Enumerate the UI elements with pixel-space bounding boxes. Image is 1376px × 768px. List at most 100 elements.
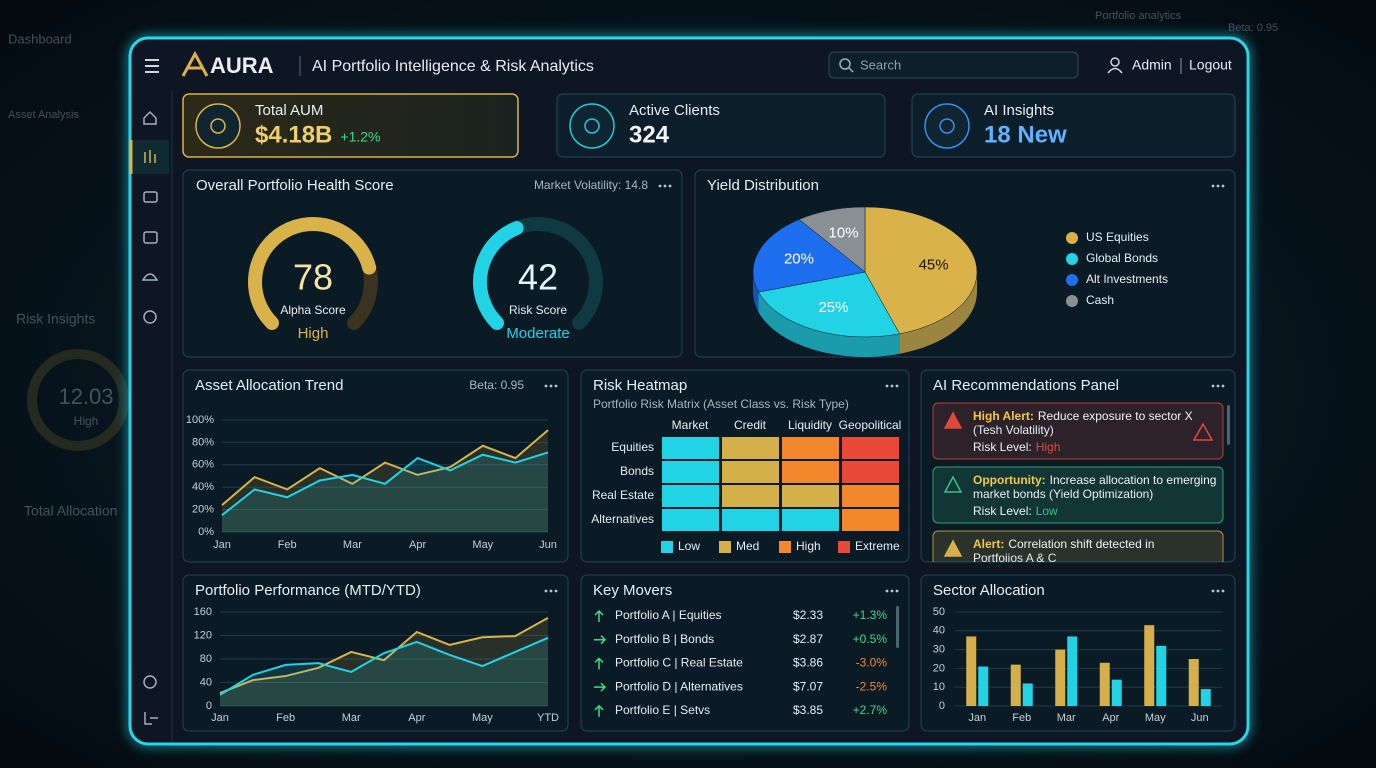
y-tick-label: 20 — [933, 662, 945, 674]
backdrop-text: Portfolio analytics — [1095, 10, 1182, 22]
area-fill — [222, 430, 548, 532]
backdrop-text: Beta: 0.95 — [1228, 22, 1278, 34]
recommendation-card[interactable] — [932, 466, 1224, 524]
kpi-card — [911, 93, 1236, 158]
y-tick-label: 0 — [939, 700, 945, 712]
legend-swatch — [1066, 295, 1078, 307]
bar — [978, 666, 989, 706]
y-tick-label: 40 — [933, 625, 945, 637]
legend-label: Extreme — [855, 539, 900, 553]
y-tick-label: 40% — [192, 481, 214, 493]
user-name[interactable]: Admin — [1132, 57, 1172, 73]
more-icon[interactable] — [1216, 589, 1220, 593]
more-icon[interactable] — [1211, 184, 1215, 188]
heat-cell — [722, 485, 779, 507]
bar — [1067, 636, 1078, 706]
user-icon — [1110, 57, 1120, 67]
mover-change: +1.3% — [853, 608, 888, 622]
backdrop-donut — [27, 349, 129, 451]
legend-swatch — [838, 541, 850, 553]
x-tick-label: Mar — [343, 539, 362, 551]
more-icon[interactable] — [554, 589, 558, 593]
more-icon[interactable] — [890, 589, 894, 593]
heat-cell — [722, 437, 779, 459]
recommendation-list: High Alert: Reduce exposure to sector X(T… — [932, 402, 1224, 587]
more-icon[interactable] — [1216, 184, 1220, 188]
more-icon[interactable] — [549, 589, 553, 593]
more-icon[interactable] — [1221, 384, 1225, 388]
logo-icon — [181, 50, 209, 77]
trend-arrow — [594, 682, 607, 692]
heat-cell — [842, 437, 899, 459]
gauge-arc — [248, 217, 377, 331]
mover-name: Portfolio D | Alternatives — [615, 679, 743, 693]
heat-cell — [842, 461, 899, 483]
recommendation-card[interactable] — [932, 402, 1224, 460]
more-icon[interactable] — [885, 384, 889, 388]
x-tick-label: Mar — [1057, 712, 1076, 724]
bar — [1099, 662, 1110, 706]
legend-label: US Equities — [1086, 230, 1149, 244]
kpi-card — [556, 93, 886, 158]
kpi-label: Total AUM — [255, 102, 323, 119]
risk-level: Risk Level: Low — [973, 504, 1058, 518]
more-icon[interactable] — [895, 384, 899, 388]
y-tick-label: 120 — [194, 629, 212, 641]
heat-cell — [842, 509, 899, 531]
more-icon[interactable] — [890, 384, 894, 388]
mover-name: Portfolio E | Setvs — [615, 703, 710, 717]
search-box[interactable] — [828, 51, 1079, 79]
x-tick-label: Jan — [968, 712, 986, 724]
bar — [1010, 664, 1021, 706]
kpi-icon-glyph — [939, 118, 955, 134]
kpi-card — [182, 93, 519, 158]
gauge-label: Risk Score — [509, 303, 567, 317]
y-tick-label: 80 — [200, 653, 212, 665]
bar — [1200, 689, 1211, 706]
pie-label: 45% — [919, 257, 949, 274]
more-icon[interactable] — [1216, 384, 1220, 388]
more-icon[interactable] — [1221, 589, 1225, 593]
sidebar-icons[interactable] — [129, 110, 169, 725]
panel-title: Key Movers — [593, 582, 672, 599]
menu-icon[interactable] — [145, 59, 159, 73]
pie-side — [899, 272, 977, 354]
backdrop-text: Asset Analysis — [8, 109, 79, 121]
more-icon[interactable] — [658, 184, 662, 188]
more-icon[interactable] — [544, 384, 548, 388]
x-tick-label: Apr — [408, 712, 425, 724]
more-icon[interactable] — [663, 184, 667, 188]
heat-cell — [662, 461, 719, 483]
x-tick-label: Apr — [409, 539, 426, 551]
mover-price: $3.85 — [793, 703, 823, 717]
more-icon[interactable] — [1221, 184, 1225, 188]
legend-label: Low — [678, 539, 700, 553]
more-icon[interactable] — [885, 589, 889, 593]
logout-link[interactable]: Logout — [1189, 57, 1232, 73]
more-icon[interactable] — [549, 384, 553, 388]
more-icon[interactable] — [544, 589, 548, 593]
kpi-icon — [195, 103, 241, 149]
pie-side — [753, 272, 759, 313]
area-fill — [220, 637, 548, 706]
legend-swatch — [1066, 253, 1078, 265]
recommendation-line: Portfoiios A & C — [973, 551, 1057, 565]
more-icon[interactable] — [1211, 589, 1215, 593]
gauge-label: Alpha Score — [280, 303, 346, 317]
more-icon[interactable] — [1211, 384, 1215, 388]
more-icon[interactable] — [668, 184, 672, 188]
pie-slice — [864, 206, 978, 335]
heat-cell — [842, 485, 899, 507]
user-icon — [1107, 67, 1123, 74]
more-icon[interactable] — [895, 589, 899, 593]
legend-swatch — [1066, 274, 1078, 286]
bar — [1188, 659, 1199, 706]
app-title: AI Portfolio Intelligence & Risk Analyti… — [312, 58, 594, 75]
y-tick-label: 0 — [206, 700, 212, 712]
more-icon[interactable] — [554, 384, 558, 388]
column-label: Liquidity — [788, 418, 832, 432]
recommendation-card[interactable] — [932, 530, 1224, 587]
panel-title: Yield Distribution — [707, 177, 819, 194]
mover-name: Portfolio A | Equities — [615, 608, 722, 622]
pie-slice — [798, 206, 866, 273]
